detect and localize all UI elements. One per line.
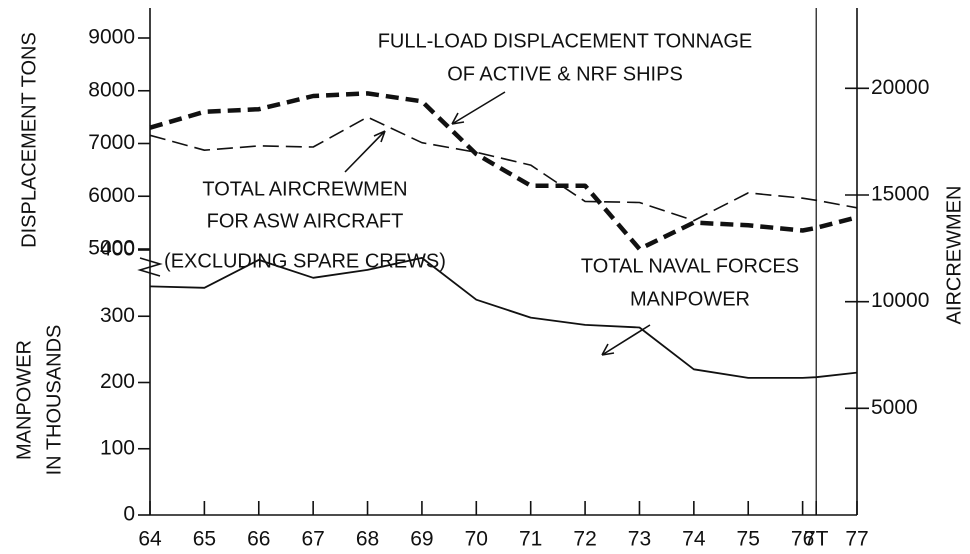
y2-tick-label: 10000 bbox=[871, 289, 929, 312]
annotation: FOR ASW AIRCRAFT bbox=[207, 210, 404, 232]
annotation: TOTAL AIRCREWMEN bbox=[202, 178, 407, 200]
y2-tick-label: 15000 bbox=[871, 183, 929, 206]
annotation: OF ACTIVE & NRF SHIPS bbox=[447, 63, 683, 85]
y-tick-label: 9000 bbox=[88, 26, 135, 49]
y-lower-axis-title: MANPOWER bbox=[13, 340, 35, 460]
series-line bbox=[149, 116, 858, 222]
annotation: MANPOWER bbox=[630, 288, 750, 310]
x-tick-label: 73 bbox=[628, 528, 651, 551]
series-line bbox=[149, 91, 858, 252]
x-tick-label: 71 bbox=[519, 528, 542, 551]
y-tick-label: 6000 bbox=[88, 184, 135, 207]
y-tick-label: 7000 bbox=[88, 131, 135, 154]
x-tick-label: 77 bbox=[845, 528, 868, 551]
annotation: FULL-LOAD DISPLACEMENT TONNAGE bbox=[378, 30, 753, 52]
y2-axis-title: AIRCREWMEN bbox=[943, 186, 965, 325]
y-lower-axis-title: IN THOUSANDS bbox=[43, 325, 65, 476]
y-tick-label: 8000 bbox=[88, 78, 135, 101]
x-tick-label: 68 bbox=[356, 528, 379, 551]
y-tick-label: 5000 bbox=[88, 237, 135, 260]
y2-tick-label: 5000 bbox=[871, 396, 918, 419]
y-tick-label: 100 bbox=[100, 436, 135, 459]
annotation-arrow bbox=[451, 91, 506, 125]
x-tick-label: 74 bbox=[682, 528, 706, 551]
x-tick-label: 7T bbox=[804, 528, 829, 551]
x-tick-label: 75 bbox=[737, 528, 760, 551]
x-tick-label: 72 bbox=[573, 528, 596, 551]
y-tick-label: 400 bbox=[100, 238, 135, 261]
y-tick-label: 200 bbox=[100, 370, 135, 393]
x-tick-label: 76 bbox=[791, 528, 814, 551]
x-tick-label: 69 bbox=[410, 528, 433, 551]
y2-tick-label: 20000 bbox=[871, 76, 929, 99]
x-tick-label: 64 bbox=[138, 528, 162, 551]
axis-break bbox=[137, 257, 163, 277]
annotation-arrow bbox=[344, 130, 386, 173]
y-tick-label: 0 bbox=[123, 503, 135, 526]
y-tick-label: 300 bbox=[100, 304, 135, 327]
x-tick-label: 70 bbox=[465, 528, 488, 551]
annotation: TOTAL NAVAL FORCES bbox=[581, 255, 799, 277]
x-tick-label: 65 bbox=[193, 528, 216, 551]
series-line bbox=[149, 257, 858, 379]
y-axis-title: DISPLACEMENT TONS bbox=[18, 32, 40, 248]
annotation: (EXCLUDING SPARE CREWS) bbox=[164, 250, 446, 272]
x-tick-label: 66 bbox=[247, 528, 270, 551]
x-tick-label: 67 bbox=[301, 528, 324, 551]
